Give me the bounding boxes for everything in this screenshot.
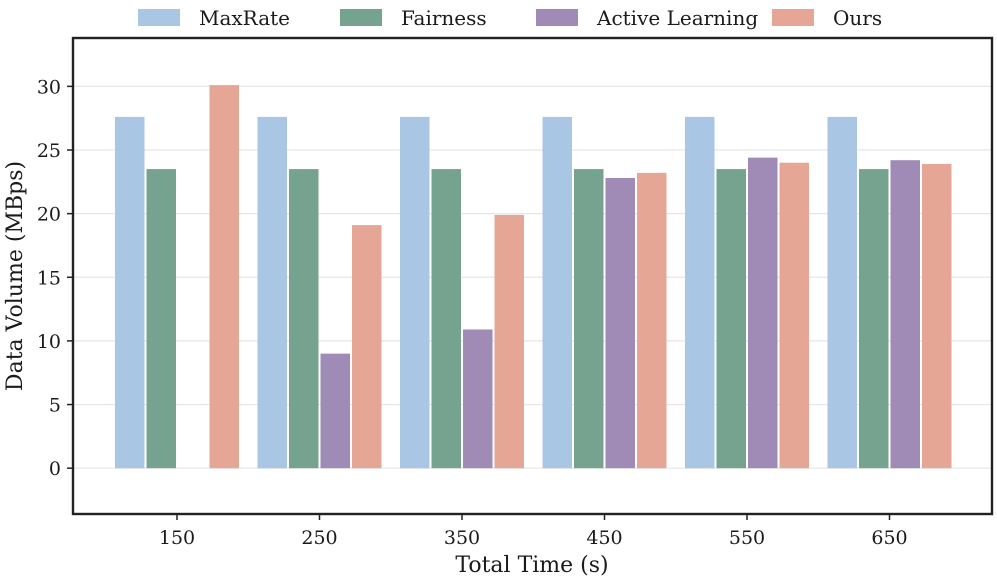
legend-label-ours: Ours	[833, 6, 882, 30]
y-tick-label: 20	[37, 204, 61, 226]
legend-swatch-fairness	[340, 9, 382, 26]
bar-active-learning-250	[320, 353, 350, 469]
bar-active-learning-650	[890, 160, 920, 469]
bar-fairness-450	[574, 169, 604, 469]
y-axis-ticks: 0 5 10 15 20 25 30	[37, 76, 73, 480]
bar-ours-650	[922, 164, 952, 469]
bar-maxrate-150	[115, 116, 145, 469]
x-tick-label: 350	[444, 527, 480, 549]
bar-maxrate-450	[542, 116, 572, 469]
bar-active-learning-350	[463, 329, 493, 469]
y-tick-label: 0	[49, 458, 61, 480]
bar-maxrate-250	[257, 116, 287, 469]
bar-ours-550	[779, 162, 809, 469]
bar-fairness-650	[859, 169, 889, 469]
bar-fairness-350	[431, 169, 461, 469]
legend-label-fairness: Fairness	[401, 6, 487, 30]
bar-active-learning-550	[748, 157, 778, 469]
bar-ours-350	[494, 214, 524, 469]
bars	[115, 85, 952, 469]
x-axis-ticks: 150 250 350 450 550 650	[159, 514, 908, 549]
x-tick-label: 250	[301, 527, 337, 549]
bar-maxrate-550	[685, 116, 715, 469]
x-axis-label: Total Time (s)	[455, 553, 608, 578]
y-tick-label: 10	[37, 331, 61, 353]
bar-ours-250	[352, 225, 382, 469]
legend: MaxRate Fairness Active Learning Ours	[138, 6, 882, 30]
x-tick-label: 450	[586, 527, 622, 549]
y-tick-label: 30	[37, 76, 61, 98]
bar-fairness-250	[289, 169, 319, 469]
y-tick-label: 15	[37, 267, 61, 289]
bar-ours-150	[209, 85, 239, 469]
legend-swatch-maxrate	[138, 9, 180, 26]
legend-label-active-learning: Active Learning	[596, 6, 758, 30]
legend-swatch-ours	[772, 9, 814, 26]
y-tick-label: 5	[49, 395, 61, 417]
bar-fairness-550	[716, 169, 746, 469]
x-tick-label: 650	[871, 527, 907, 549]
bar-fairness-150	[146, 169, 176, 469]
bar-maxrate-650	[827, 116, 857, 469]
legend-label-maxrate: MaxRate	[199, 6, 290, 30]
bar-active-learning-450	[605, 178, 635, 469]
bar-ours-450	[637, 172, 667, 469]
legend-swatch-active-learning	[536, 9, 578, 26]
y-axis-label: Data Volume (MBps)	[3, 161, 28, 391]
bar-maxrate-350	[400, 116, 430, 469]
y-tick-label: 25	[37, 140, 61, 162]
x-tick-label: 150	[159, 527, 195, 549]
plot-frame	[71, 36, 994, 516]
x-tick-label: 550	[729, 527, 765, 549]
